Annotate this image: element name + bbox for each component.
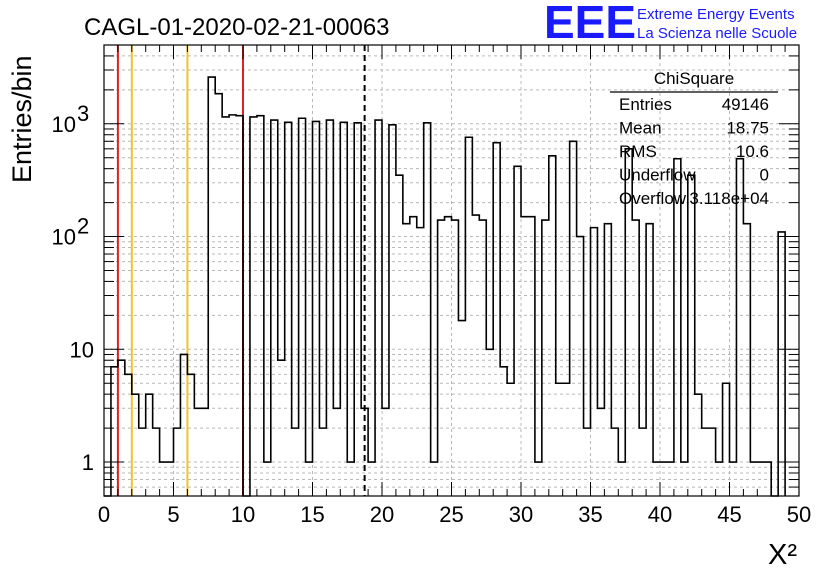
histogram-outline [104, 76, 786, 497]
x-tick-label: 50 [787, 502, 811, 527]
x-tick-label: 35 [578, 502, 602, 527]
x-tick-label: 5 [167, 502, 179, 527]
eee-logo: EEE Extreme Energy Events La Scienza nel… [544, 0, 797, 48]
stats-value: 18.75 [726, 119, 769, 138]
logo-mark: EEE [544, 0, 636, 48]
y-tick-exponent: 3 [77, 101, 89, 126]
x-tick-label: 40 [648, 502, 672, 527]
x-tick-label: 20 [370, 502, 394, 527]
stats-value: 3.118e+04 [689, 189, 769, 208]
x-tick-label: 45 [717, 502, 741, 527]
x-tick-label: 15 [300, 502, 324, 527]
y-tick-exponent: 2 [77, 214, 89, 239]
stats-label: Entries [619, 95, 672, 114]
y-tick-label: 10 [52, 112, 76, 137]
stats-label: Underflow [619, 166, 696, 185]
x-axis-title: X² [768, 539, 797, 571]
stats-label: Overflow [619, 189, 687, 208]
stats-value: 10.6 [736, 142, 769, 161]
x-tick-label: 25 [439, 502, 463, 527]
grid [104, 44, 799, 497]
x-tick-label: 0 [98, 502, 110, 527]
histogram-bars [104, 76, 786, 497]
stats-label: Mean [619, 119, 662, 138]
y-tick-label: 10 [70, 337, 94, 362]
logo-line2: La Scienza nelle Scuole [637, 25, 797, 42]
y-tick-label: 1 [82, 450, 94, 475]
stats-label: RMS [619, 142, 657, 161]
stats-rows: Entries 49146 Mean 18.75 RMS 10.6 Underflow 0 Ov… [619, 95, 769, 208]
stats-box: ChiSquare Entries 49146 Mean 18.75 RMS 10.6 Un… [610, 69, 778, 208]
y-axis-title: Entries/bin [7, 55, 37, 183]
x-tick-labels: 0 5 10 15 20 25 30 35 40 45 50 [98, 502, 811, 527]
stats-name: ChiSquare [654, 69, 734, 88]
chart-title: CAGL-01-2020-02-21-00063 [84, 14, 390, 41]
stats-value: 0 [760, 166, 769, 185]
stats-value: 49146 [722, 95, 769, 114]
axis-ticks [103, 44, 800, 497]
y-tick-label: 10 [52, 225, 76, 250]
x-tick-label: 30 [509, 502, 533, 527]
logo-line1: Extreme Energy Events [637, 6, 795, 23]
x-tick-label: 10 [231, 502, 255, 527]
